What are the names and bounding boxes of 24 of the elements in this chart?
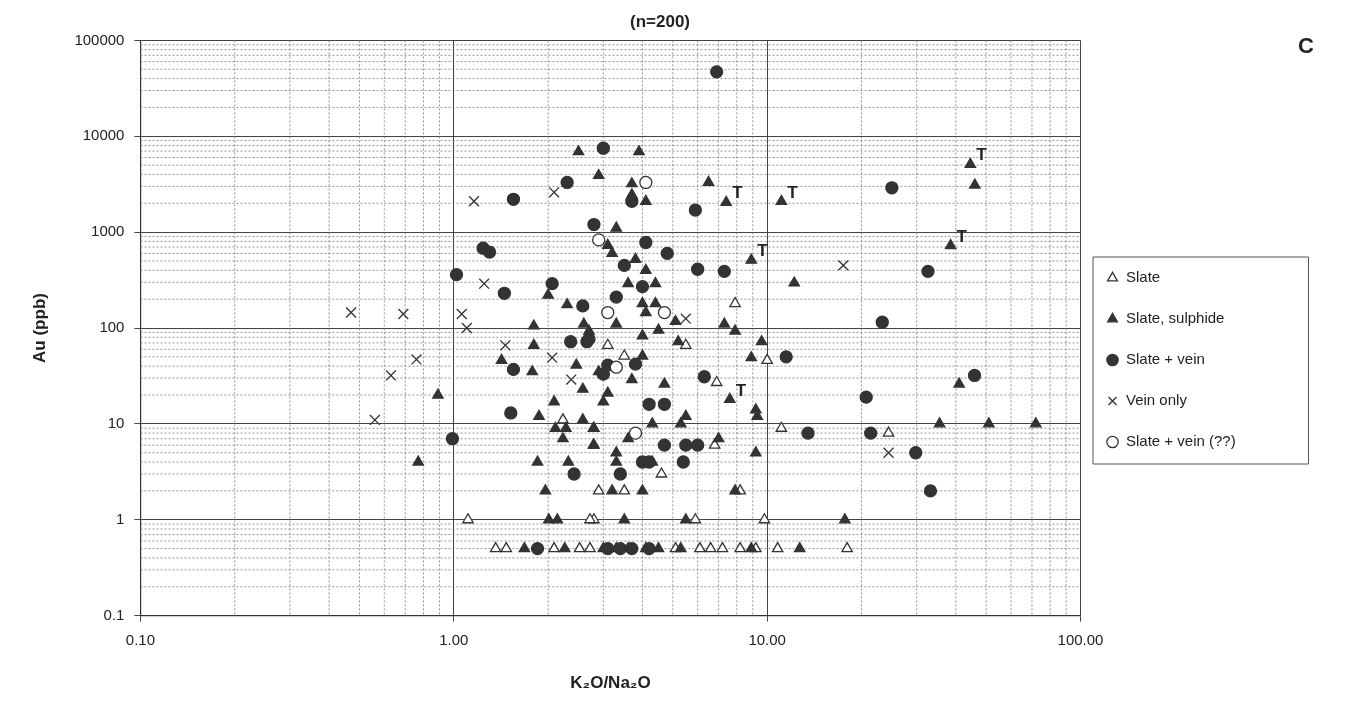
legend-label: Slate + vein (??) (1126, 432, 1295, 450)
chart-title: (n=200) (630, 11, 690, 31)
x-axis-title: K₂O/Na₂O (570, 673, 651, 693)
annotation: T (787, 182, 799, 202)
y-tick-label: 1 (116, 509, 125, 527)
x-tick-label: 0.10 (125, 630, 156, 648)
y-tick-label: 100 (99, 318, 125, 336)
legend-label: Slate, sulphide (1126, 309, 1283, 327)
y-tick-label: 10 (107, 414, 125, 432)
legend-label: Slate + vein (1126, 350, 1264, 368)
y-tick-label: 1000 (91, 222, 125, 240)
x-tick-label: 100.00 (1057, 630, 1104, 648)
annotation: T (732, 183, 744, 203)
annotation: T (735, 380, 747, 400)
y-axis-title: Au (ppb) (29, 293, 49, 363)
y-tick-label: 0.1 (103, 605, 125, 623)
legend-label: Slate (1126, 268, 1219, 286)
legend-label: Vein only (1126, 391, 1246, 409)
y-tick-label: 100000 (74, 30, 125, 48)
x-tick-label: 1.00 (439, 630, 469, 648)
y-tick-label: 10000 (82, 126, 125, 144)
x-tick-label: 10.00 (748, 630, 786, 648)
text: C (1298, 33, 1315, 59)
annotation: T (976, 145, 988, 165)
